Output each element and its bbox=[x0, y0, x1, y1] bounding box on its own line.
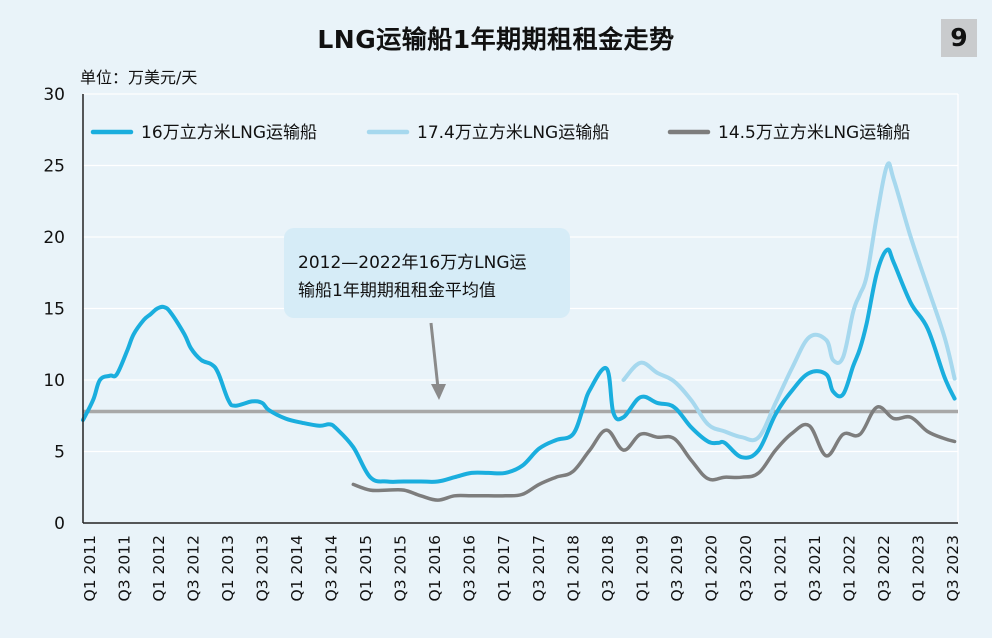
x-tick-label: Q3 2012 bbox=[185, 535, 203, 601]
x-tick-label: Q3 2014 bbox=[323, 535, 341, 601]
y-tick-label: 30 bbox=[43, 85, 65, 105]
x-tick-label: Q1 2023 bbox=[909, 535, 927, 601]
annotation-line-2: 输船1年期期租租金平均值 bbox=[298, 281, 496, 301]
legend-item-145k: 14.5万立方米LNG运输船 bbox=[667, 123, 910, 143]
x-tick-label: Q3 2021 bbox=[806, 535, 824, 601]
x-tick-label: Q3 2022 bbox=[875, 535, 893, 601]
x-tick-label: Q1 2014 bbox=[288, 535, 306, 601]
annotation-line-1: 2012—2022年16万方LNG运 bbox=[298, 253, 527, 273]
annotation-box bbox=[284, 228, 570, 318]
y-tick-label: 15 bbox=[43, 300, 65, 320]
x-tick-label: Q1 2021 bbox=[771, 535, 789, 601]
x-tick-label: Q3 2019 bbox=[668, 535, 686, 601]
legend-label: 17.4万立方米LNG运输船 bbox=[417, 123, 609, 143]
series-line-160k bbox=[81, 247, 957, 484]
x-tick-label: Q1 2022 bbox=[840, 535, 858, 601]
x-tick-label: Q1 2015 bbox=[357, 535, 375, 601]
chart-title: LNG运输船1年期期租租金走势 bbox=[317, 25, 675, 54]
x-tick-label: Q1 2019 bbox=[633, 535, 651, 601]
series-line-145k bbox=[351, 405, 957, 502]
x-tick-label: Q1 2016 bbox=[426, 535, 444, 601]
y-tick-label: 25 bbox=[43, 157, 65, 177]
x-tick-label: Q3 2013 bbox=[254, 535, 272, 601]
legend-item-174k: 17.4万立方米LNG运输船 bbox=[366, 123, 609, 143]
x-tick-labels: Q1 2011 Q3 2011 Q1 2012 Q3 2012 Q1 2013 Q3 20… bbox=[81, 535, 962, 601]
y-tick-label: 5 bbox=[54, 443, 65, 463]
average-annotation: 2012—2022年16万方LNG运 输船1年期期租租金平均值 bbox=[284, 228, 570, 400]
x-tick-label: Q3 2015 bbox=[392, 535, 410, 601]
x-tick-label: Q1 2011 bbox=[81, 535, 99, 601]
legend-label: 16万立方米LNG运输船 bbox=[141, 123, 317, 143]
annotation-arrow-shaft bbox=[429, 322, 440, 389]
x-tick-label: Q3 2017 bbox=[530, 535, 548, 601]
y-tick-labels: 0 5 10 15 20 25 30 bbox=[43, 85, 65, 534]
legend-label: 14.5万立方米LNG运输船 bbox=[718, 123, 910, 143]
legend-item-160k: 16万立方米LNG运输船 bbox=[90, 123, 317, 143]
x-tick-label: Q3 2023 bbox=[944, 535, 962, 601]
x-tick-label: Q1 2012 bbox=[150, 535, 168, 601]
x-tick-label: Q3 2018 bbox=[599, 535, 617, 601]
x-tick-label: Q1 2020 bbox=[702, 535, 720, 601]
x-tick-label: Q1 2018 bbox=[564, 535, 582, 601]
x-tick-label: Q3 2016 bbox=[461, 535, 479, 601]
x-tick-label: Q1 2013 bbox=[219, 535, 237, 601]
unit-label: 单位：万美元/天 bbox=[80, 68, 198, 87]
page-number-badge: 9 bbox=[941, 19, 977, 57]
annotation-arrow-head bbox=[431, 384, 446, 400]
series-lines bbox=[81, 161, 957, 502]
y-tick-label: 20 bbox=[43, 228, 65, 248]
y-tick-label: 0 bbox=[54, 514, 65, 534]
x-tick-label: Q3 2011 bbox=[116, 535, 134, 601]
y-tick-label: 10 bbox=[43, 371, 65, 391]
x-tick-label: Q1 2017 bbox=[495, 535, 513, 601]
series-line-174k bbox=[621, 161, 957, 443]
x-tick-label: Q3 2020 bbox=[737, 535, 755, 601]
legend: 16万立方米LNG运输船 17.4万立方米LNG运输船 14.5万立方米LNG运输船 bbox=[90, 123, 910, 143]
axes bbox=[82, 94, 958, 524]
